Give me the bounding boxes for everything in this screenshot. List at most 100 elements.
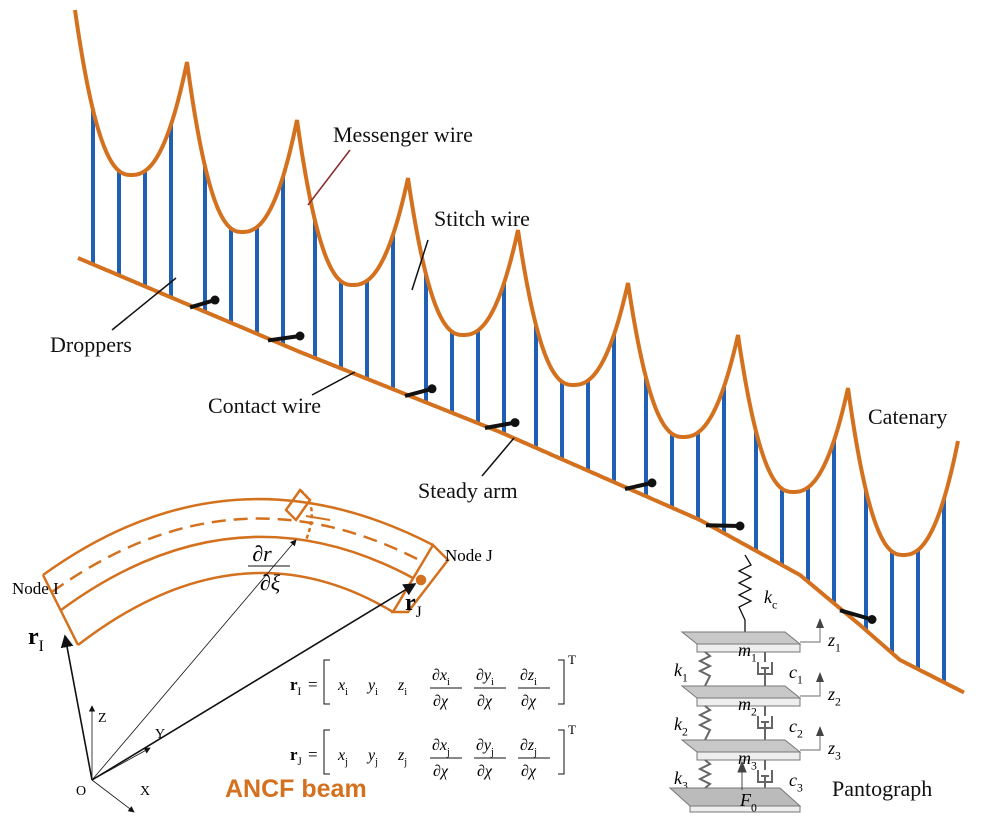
spring <box>739 555 751 632</box>
math-base: z <box>827 684 835 704</box>
spring <box>700 706 710 740</box>
messenger-wire <box>75 10 958 555</box>
math-label: c2 <box>789 716 803 740</box>
steady-arm-end <box>648 478 657 487</box>
label: Messenger wire <box>333 122 473 147</box>
z-arrowhead <box>816 618 824 628</box>
superscript: T <box>568 722 576 737</box>
math-label: ∂xi <box>432 667 450 688</box>
math-sub: 2 <box>797 727 803 740</box>
bracket <box>558 730 564 774</box>
math-sub: J <box>298 756 303 768</box>
math-base: c <box>789 662 797 682</box>
math-base: z <box>827 738 835 758</box>
axis <box>92 780 134 812</box>
bracket <box>324 660 330 704</box>
equals: = <box>308 745 318 764</box>
math-label: k1 <box>674 660 688 684</box>
math-base: r <box>28 624 39 650</box>
math-sub: i <box>534 677 537 688</box>
steady-arm <box>706 525 740 526</box>
math-sub: J <box>416 604 422 621</box>
math-base: m <box>738 748 751 768</box>
fraction-den: ∂χ <box>433 693 449 710</box>
math-base: c <box>789 716 797 736</box>
steady-arm-end <box>868 615 877 624</box>
math-sub: i <box>375 687 378 698</box>
catenary-wires <box>75 10 964 693</box>
math-label: c3 <box>789 770 803 794</box>
math-label: rJ <box>290 745 303 768</box>
bracket <box>558 660 564 704</box>
math-sub: 1 <box>751 651 757 664</box>
z-arrow <box>800 734 820 750</box>
math-label: ∂yj <box>476 737 494 758</box>
bracket <box>324 730 330 774</box>
spring <box>700 760 710 788</box>
math-base: ∂z <box>520 667 535 684</box>
label: Catenary <box>868 404 947 429</box>
math-sub: 3 <box>797 781 803 794</box>
math-sub: i <box>404 687 407 698</box>
math-sub: I <box>39 638 44 655</box>
math-base: x <box>337 677 345 694</box>
math-sub: i <box>345 687 348 698</box>
math-label: z3 <box>827 738 841 762</box>
label: Contact wire <box>208 393 321 418</box>
steady-arm-end <box>296 332 305 341</box>
math-sub: j <box>446 747 450 758</box>
steady-arm <box>268 336 300 340</box>
math-sub: 1 <box>835 641 841 654</box>
math-label: z1 <box>827 630 841 654</box>
math-sub: 3 <box>751 759 757 772</box>
math-label: c1 <box>789 662 803 686</box>
label: Pantograph <box>832 776 932 801</box>
math-sub: 1 <box>682 671 688 684</box>
math-label: ∂yi <box>476 667 494 688</box>
math-sub: j <box>490 747 494 758</box>
title: ANCF beam <box>225 775 367 803</box>
beam <box>43 490 448 645</box>
math-sub: i <box>447 677 450 688</box>
label: Node J <box>445 546 493 565</box>
axis <box>92 748 150 780</box>
math-sub: 1 <box>797 673 803 686</box>
math-label: yj <box>366 747 378 768</box>
math-base: z <box>827 630 835 650</box>
vector <box>92 584 415 780</box>
math-sub: I <box>298 686 302 698</box>
math-label: rI <box>290 675 302 698</box>
leader <box>308 150 350 205</box>
math-base: ∂y <box>476 737 492 754</box>
math-label: zj <box>397 747 407 768</box>
label: Node I <box>12 579 59 598</box>
math-base: c <box>789 770 797 790</box>
diagram: Messenger wire Stitch wire Droppers Cont… <box>0 0 981 819</box>
axis-label: Y <box>155 727 165 742</box>
math-sub: j <box>344 757 348 768</box>
vector <box>65 636 92 780</box>
math-label: ∂zj <box>520 737 537 758</box>
math-sub: j <box>533 747 537 758</box>
steady-arm-end <box>428 384 437 393</box>
vectors <box>65 540 415 812</box>
fraction-den: ∂χ <box>477 693 493 710</box>
math-label: kc <box>764 587 777 611</box>
tangent-arrow <box>306 516 330 520</box>
z-arrowhead <box>816 672 824 682</box>
math-label: xj <box>337 747 348 768</box>
leader <box>312 372 355 395</box>
math-sub: j <box>403 757 407 768</box>
math-sub: 0 <box>751 801 757 814</box>
steady-arm <box>485 423 515 428</box>
node <box>417 576 425 584</box>
spring <box>700 652 710 686</box>
damper <box>758 760 772 788</box>
beam-edge <box>78 573 393 645</box>
fraction-den: ∂χ <box>521 763 537 780</box>
math-label: zi <box>397 677 407 698</box>
math-sub: 3 <box>835 749 841 762</box>
superscript: T <box>568 652 576 667</box>
math-base: r <box>405 590 416 616</box>
math-label: z2 <box>827 684 841 708</box>
